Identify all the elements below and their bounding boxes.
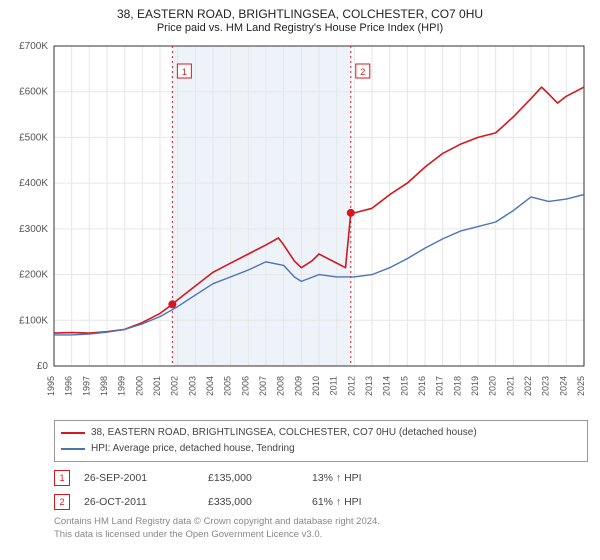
sale-row: 1 26-SEP-2001 £135,000 13% ↑ HPI (54, 466, 574, 490)
svg-text:2018: 2018 (452, 376, 462, 396)
footer-attribution: Contains HM Land Registry data © Crown c… (54, 516, 380, 542)
svg-text:1999: 1999 (117, 376, 127, 396)
svg-text:£500K: £500K (19, 132, 48, 143)
svg-text:2016: 2016 (417, 376, 427, 396)
svg-text:2008: 2008 (276, 376, 286, 396)
legend-row-property: 38, EASTERN ROAD, BRIGHTLINGSEA, COLCHES… (61, 425, 581, 441)
svg-text:£300K: £300K (19, 224, 48, 235)
svg-text:£400K: £400K (19, 178, 48, 189)
svg-text:1998: 1998 (99, 376, 109, 396)
sale-date: 26-OCT-2011 (84, 496, 194, 508)
svg-text:2000: 2000 (134, 376, 144, 396)
svg-text:£700K: £700K (19, 41, 48, 52)
price-chart: £0 £100K £200K £300K £400K £500K £600K £700K 199… (10, 40, 590, 410)
svg-text:2012: 2012 (346, 376, 356, 396)
sale-price: £135,000 (208, 472, 298, 484)
svg-text:2004: 2004 (205, 376, 215, 396)
svg-text:2024: 2024 (558, 376, 568, 396)
svg-text:£0: £0 (37, 361, 49, 372)
sale-price: £335,000 (208, 496, 298, 508)
svg-text:2: 2 (360, 67, 365, 77)
svg-text:£200K: £200K (19, 270, 48, 281)
svg-text:2025: 2025 (576, 376, 586, 396)
legend-label-property: 38, EASTERN ROAD, BRIGHTLINGSEA, COLCHES… (91, 425, 477, 441)
legend-row-hpi: HPI: Average price, detached house, Tend… (61, 441, 581, 457)
svg-text:1996: 1996 (64, 376, 74, 396)
footer-line1: Contains HM Land Registry data © Crown c… (54, 516, 380, 529)
svg-text:1: 1 (182, 67, 187, 77)
legend-swatch-property (61, 432, 85, 434)
sale-table: 1 26-SEP-2001 £135,000 13% ↑ HPI 2 26-OCT-201… (54, 466, 574, 514)
legend-label-hpi: HPI: Average price, detached house, Tend… (91, 441, 295, 457)
legend-swatch-hpi (61, 448, 85, 450)
svg-text:2023: 2023 (541, 376, 551, 396)
legend: 38, EASTERN ROAD, BRIGHTLINGSEA, COLCHES… (54, 420, 588, 462)
svg-text:2009: 2009 (293, 376, 303, 396)
svg-text:2001: 2001 (152, 376, 162, 396)
svg-text:£100K: £100K (19, 315, 48, 326)
svg-text:2006: 2006 (240, 376, 250, 396)
svg-text:1995: 1995 (46, 376, 56, 396)
svg-text:2007: 2007 (258, 376, 268, 396)
svg-text:2019: 2019 (470, 376, 480, 396)
svg-text:2014: 2014 (382, 376, 392, 396)
svg-text:2005: 2005 (223, 376, 233, 396)
svg-text:£600K: £600K (19, 87, 48, 98)
sale-row: 2 26-OCT-2011 £335,000 61% ↑ HPI (54, 490, 574, 514)
svg-text:2002: 2002 (170, 376, 180, 396)
svg-text:2022: 2022 (523, 376, 533, 396)
svg-text:2010: 2010 (311, 376, 321, 396)
svg-text:1997: 1997 (81, 376, 91, 396)
svg-text:2015: 2015 (399, 376, 409, 396)
sale-marker: 2 (54, 494, 70, 510)
sale-hpi: 61% ↑ HPI (312, 496, 402, 508)
sale-marker: 1 (54, 470, 70, 486)
page-title: 38, EASTERN ROAD, BRIGHTLINGSEA, COLCHES… (0, 0, 600, 22)
sale-hpi: 13% ↑ HPI (312, 472, 402, 484)
page-subtitle: Price paid vs. HM Land Registry's House … (0, 22, 600, 38)
svg-text:2003: 2003 (187, 376, 197, 396)
svg-text:2020: 2020 (488, 376, 498, 396)
svg-text:2013: 2013 (364, 376, 374, 396)
svg-text:2011: 2011 (329, 376, 339, 395)
sale-date: 26-SEP-2001 (84, 472, 194, 484)
svg-text:2017: 2017 (435, 376, 445, 396)
footer-line2: This data is licensed under the Open Gov… (54, 529, 380, 542)
svg-text:2021: 2021 (505, 376, 515, 396)
